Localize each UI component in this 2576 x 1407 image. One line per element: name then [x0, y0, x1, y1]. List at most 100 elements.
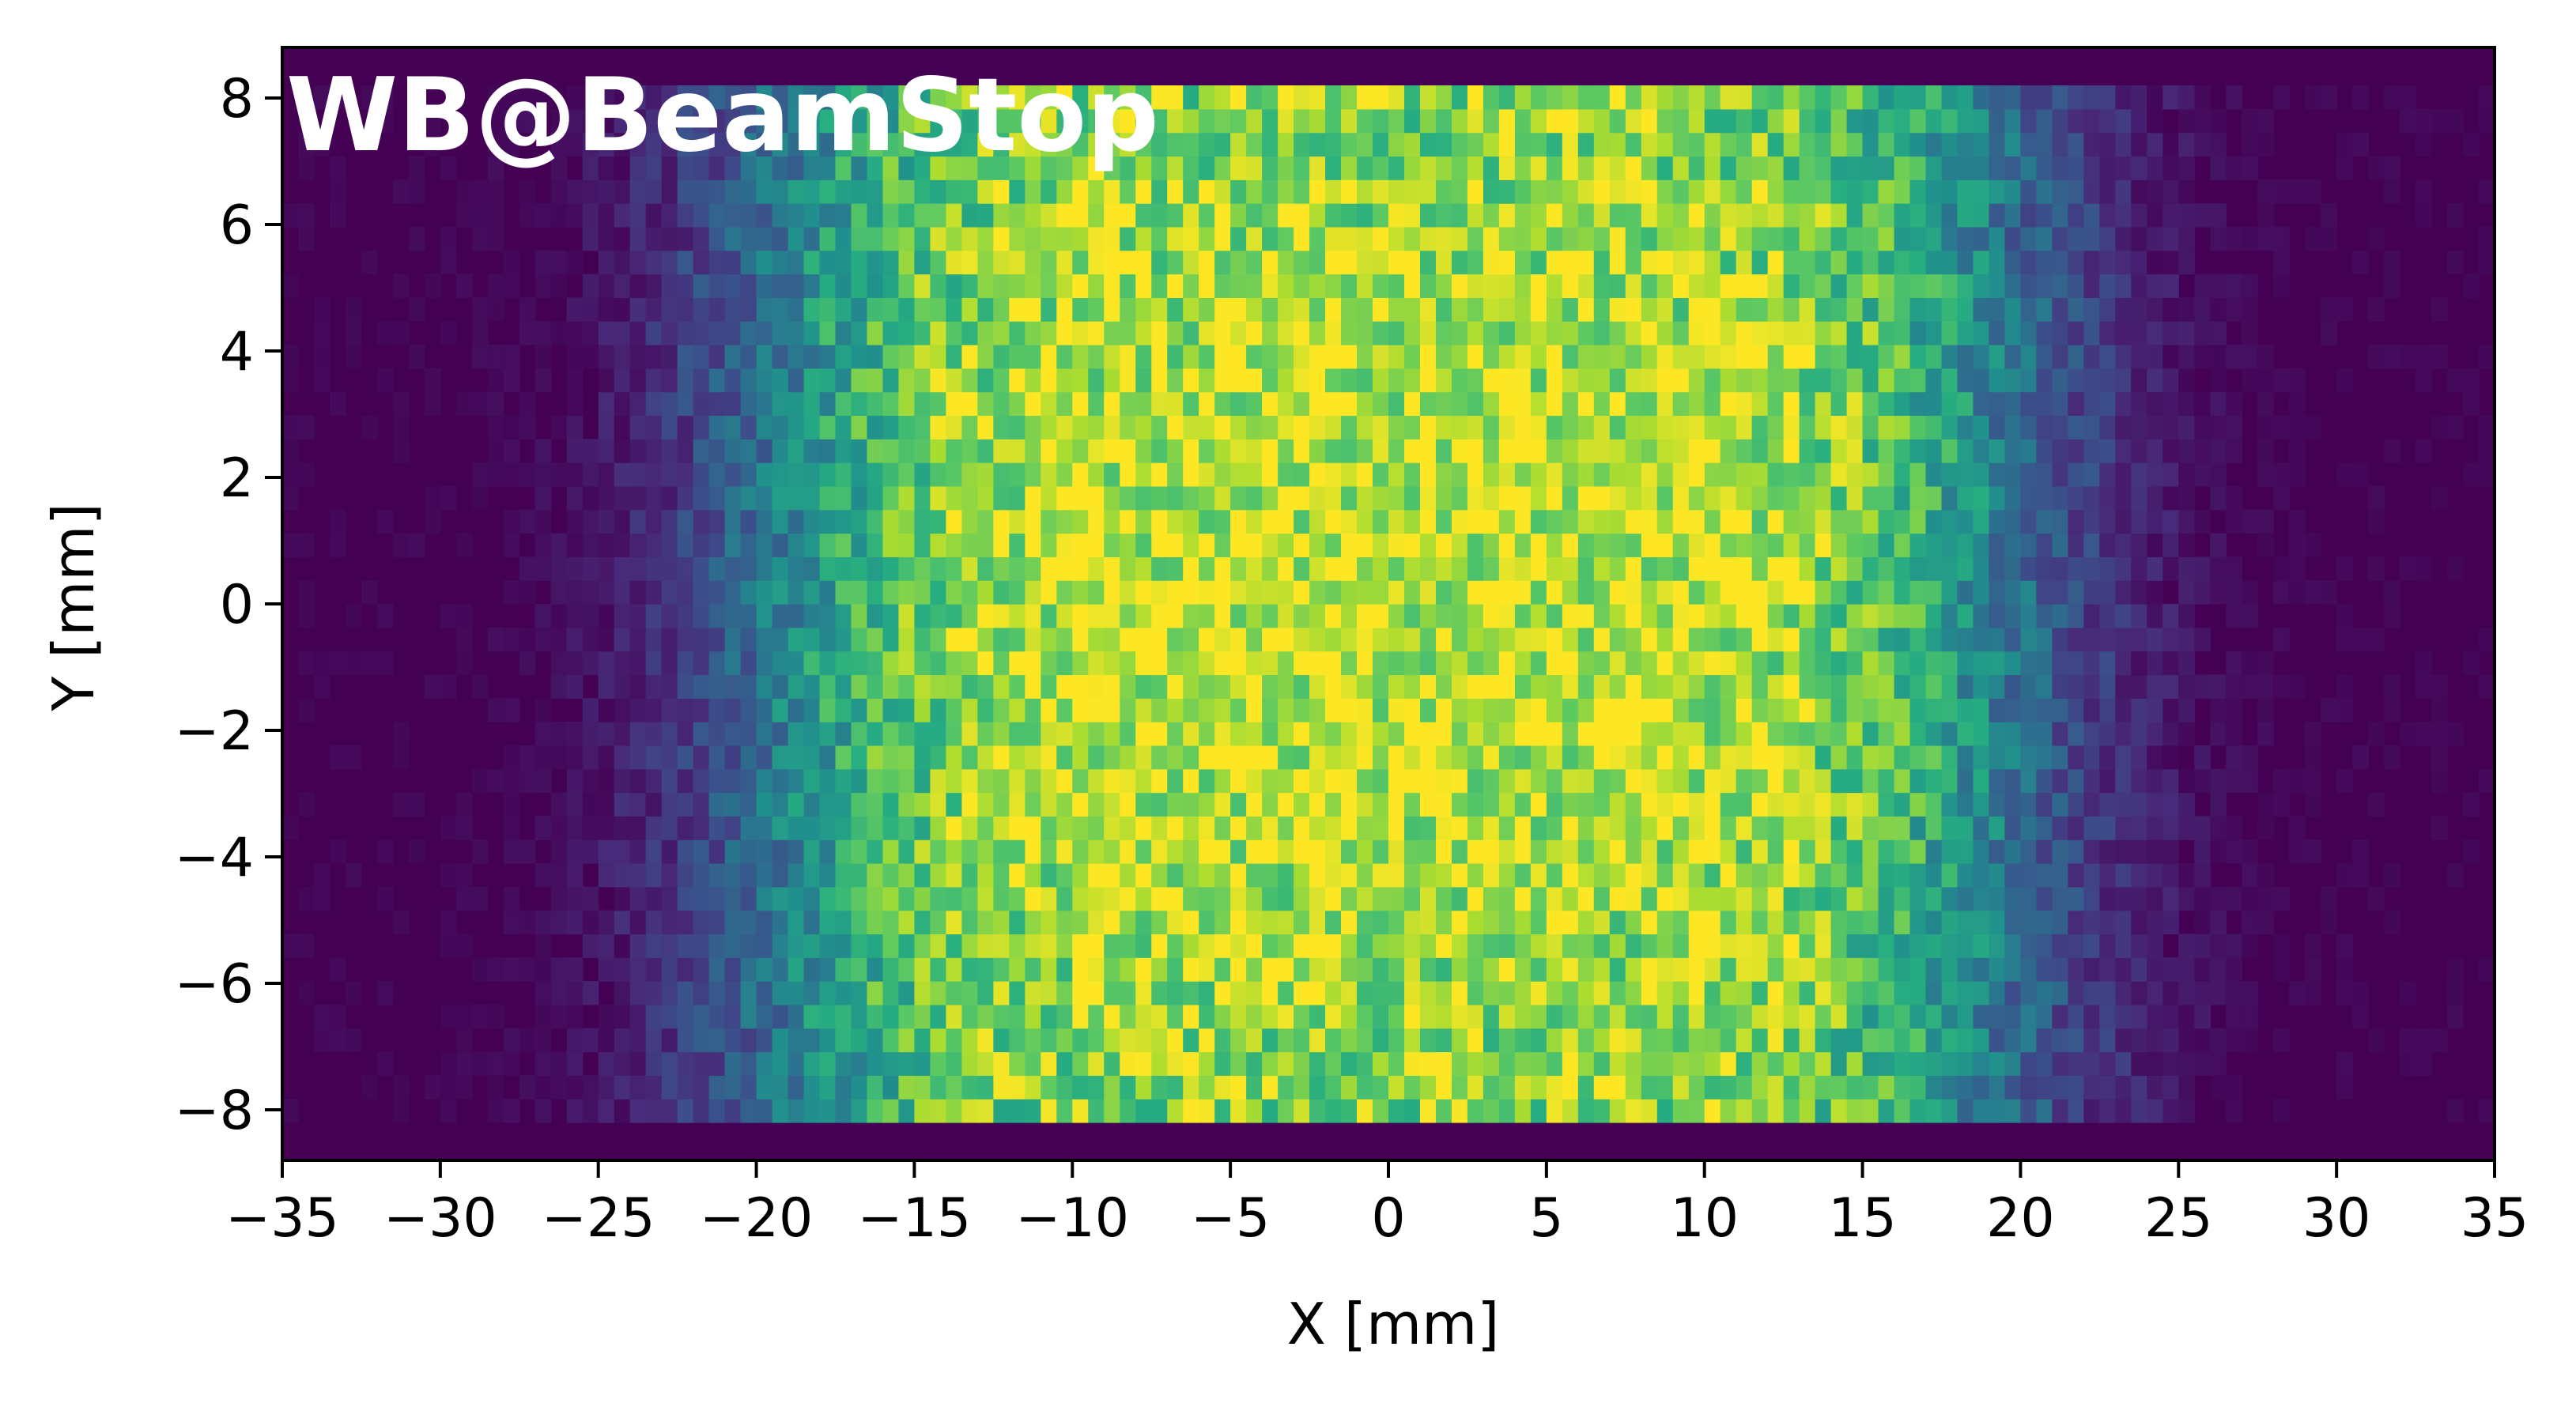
heatmap-cell — [2083, 863, 2100, 888]
heatmap-cell — [1294, 1004, 1310, 1029]
heatmap-cell — [1262, 203, 1279, 228]
heatmap-cell — [2020, 485, 2038, 511]
heatmap-cell — [1183, 556, 1199, 581]
heatmap-cell — [2226, 345, 2242, 369]
heatmap-cell — [2178, 1099, 2195, 1123]
heatmap-cell — [408, 792, 425, 817]
heatmap-cell — [503, 368, 520, 393]
heatmap-cell — [977, 226, 994, 251]
heatmap-cell — [2004, 674, 2022, 699]
heatmap-cell — [2131, 415, 2147, 439]
heatmap-cell — [1167, 627, 1184, 652]
heatmap-cell — [1199, 1099, 1215, 1123]
heatmap-cell — [1641, 250, 1658, 275]
heatmap-cell — [1783, 439, 1800, 463]
heatmap-cell — [708, 1051, 726, 1076]
heatmap-cell — [1878, 698, 1895, 722]
heatmap-cell — [1846, 297, 1864, 322]
heatmap-cell — [1056, 1004, 1073, 1029]
heatmap-cell — [1751, 1051, 1769, 1076]
heatmap-cell — [1009, 816, 1025, 840]
heatmap-cell — [1546, 1099, 1563, 1123]
heatmap-cell — [1230, 321, 1247, 345]
heatmap-cell — [1894, 839, 1911, 864]
heatmap-cell — [1135, 816, 1152, 840]
heatmap-cell — [1783, 722, 1800, 746]
heatmap-cell — [1672, 792, 1690, 817]
heatmap-cell — [1357, 203, 1373, 228]
heatmap-cell — [961, 85, 978, 110]
heatmap-cell — [851, 698, 868, 722]
heatmap-cell — [614, 156, 631, 180]
heatmap-cell — [1167, 533, 1184, 557]
heatmap-cell — [1688, 226, 1705, 251]
heatmap-cell — [1072, 85, 1089, 110]
heatmap-cell — [1625, 934, 1642, 958]
heatmap-cell — [1894, 698, 1911, 722]
heatmap-cell — [1041, 485, 1057, 511]
heatmap-cell — [803, 462, 821, 487]
heatmap-cell — [392, 391, 410, 417]
heatmap-cell — [1214, 108, 1231, 134]
heatmap-cell — [1056, 179, 1073, 204]
heatmap-cell — [345, 297, 362, 322]
heatmap-cell — [1025, 863, 1041, 888]
heatmap-cell — [677, 934, 694, 958]
heatmap-cell — [1909, 863, 1927, 888]
heatmap-cell — [1357, 85, 1373, 110]
heatmap-cell — [1278, 981, 1294, 1005]
heatmap-cell — [1467, 1099, 1484, 1123]
heatmap-cell — [1799, 722, 1816, 746]
heatmap-cell — [2257, 345, 2274, 369]
heatmap-cell — [1562, 957, 1579, 982]
heatmap-cell — [1783, 674, 1800, 699]
heatmap-cell — [1672, 651, 1690, 676]
heatmap-cell — [1846, 203, 1864, 228]
heatmap-cell — [1246, 580, 1263, 605]
heatmap-cell — [2068, 297, 2084, 322]
heatmap-cell — [993, 863, 1010, 888]
heatmap-cell — [1009, 533, 1025, 557]
heatmap-cell — [1373, 368, 1389, 393]
heatmap-cell — [1878, 722, 1895, 746]
heatmap-cell — [2036, 604, 2053, 628]
heatmap-cell — [1199, 1075, 1215, 1100]
heatmap-cell — [1120, 415, 1136, 439]
heatmap-cell — [2036, 651, 2053, 676]
heatmap-cell — [1704, 957, 1721, 982]
heatmap-cell — [1704, 745, 1721, 770]
heatmap-cell — [1609, 863, 1626, 888]
heatmap-cell — [677, 580, 694, 605]
heatmap-cell — [1894, 179, 1911, 204]
heatmap-cell — [1514, 651, 1532, 676]
heatmap-cell — [1120, 439, 1136, 463]
heatmap-cell — [2099, 203, 2116, 228]
heatmap-cell — [2115, 321, 2132, 345]
heatmap-cell — [519, 1075, 536, 1100]
heatmap-cell — [1973, 108, 1990, 134]
heatmap-cell — [677, 321, 694, 345]
heatmap-cell — [566, 674, 584, 699]
heatmap-cell — [1546, 886, 1563, 911]
heatmap-cell — [1498, 745, 1516, 770]
heatmap-cell — [2052, 556, 2068, 581]
heatmap-cell — [2099, 156, 2116, 180]
heatmap-cell — [1403, 839, 1421, 864]
heatmap-cell — [1278, 698, 1294, 722]
heatmap-cell — [724, 604, 742, 628]
heatmap-cell — [1120, 768, 1136, 794]
heatmap-cell — [1830, 886, 1848, 911]
heatmap-cell — [2131, 722, 2147, 746]
heatmap-cell — [1403, 108, 1421, 134]
heatmap-cell — [598, 533, 615, 557]
heatmap-cell — [1167, 722, 1184, 746]
heatmap-cell — [1846, 674, 1864, 699]
heatmap-cell — [1230, 981, 1247, 1005]
heatmap-cell — [1341, 203, 1358, 228]
heatmap-cell — [1736, 1099, 1753, 1123]
heatmap-cell — [1941, 768, 1958, 794]
heatmap-cell — [1530, 981, 1547, 1005]
heatmap-cell — [1072, 604, 1089, 628]
heatmap-cell — [1388, 1099, 1405, 1123]
heatmap-cell — [1435, 816, 1452, 840]
